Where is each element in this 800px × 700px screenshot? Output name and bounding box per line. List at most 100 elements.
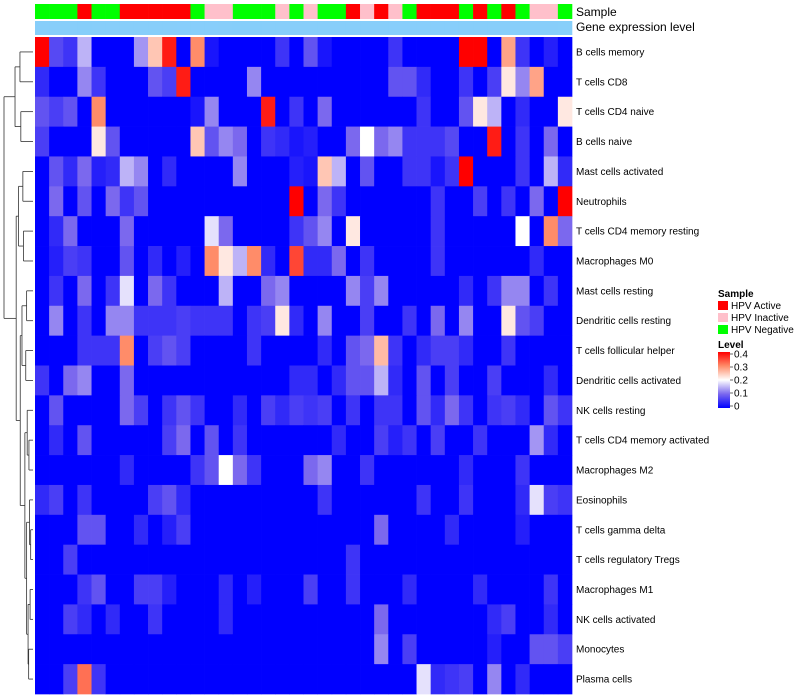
heatmap-cell <box>289 126 304 157</box>
heatmap-cell <box>119 365 135 396</box>
heatmap-cell <box>275 514 290 546</box>
heatmap-cell <box>289 216 304 247</box>
expression-annotation-cell <box>246 21 262 35</box>
heatmap-cell <box>162 574 177 605</box>
level-tick-label: 0.2 <box>734 376 748 387</box>
heatmap-cell <box>218 455 234 486</box>
heatmap-cell <box>374 126 389 157</box>
heatmap-cell <box>487 305 502 336</box>
heatmap-cell <box>289 66 304 98</box>
heatmap-cell <box>430 335 446 366</box>
heatmap-cell <box>487 395 502 426</box>
heatmap-cell <box>148 275 163 307</box>
heatmap-cell <box>119 156 135 187</box>
heatmap-cell <box>204 305 220 336</box>
heatmap-cell <box>77 216 92 247</box>
heatmap-cell <box>289 37 304 68</box>
heatmap-cell <box>515 455 530 486</box>
heatmap-cell <box>303 664 318 695</box>
heatmap-cell <box>374 335 389 366</box>
heatmap-cell <box>473 96 488 127</box>
row-label: T cells CD4 memory activated <box>576 436 709 447</box>
heatmap-cell <box>204 246 220 277</box>
heatmap-cell <box>63 514 78 546</box>
heatmap-cell <box>275 186 290 217</box>
heatmap-cell <box>232 634 248 665</box>
heatmap-cell <box>331 604 347 635</box>
heatmap-cell <box>487 634 502 665</box>
heatmap-cell <box>388 634 403 665</box>
heatmap-cell <box>190 66 205 98</box>
heatmap-cell <box>501 604 516 635</box>
heatmap-cell <box>360 156 375 187</box>
heatmap-cell <box>317 186 333 217</box>
heatmap-cell <box>473 365 488 396</box>
heatmap-cell <box>261 604 276 635</box>
heatmap-cell <box>105 126 121 157</box>
heatmap-cell <box>345 216 361 247</box>
heatmap-cell <box>204 514 220 546</box>
heatmap-cell <box>458 484 474 516</box>
heatmap-cell <box>374 66 389 98</box>
legend-swatch-hpv-active <box>718 301 728 310</box>
heatmap-cell <box>190 246 205 277</box>
heatmap-cell <box>289 365 304 396</box>
sample-annotation-cell <box>133 4 149 19</box>
sample-annotation-cell <box>388 4 403 19</box>
heatmap-cell <box>331 275 347 307</box>
heatmap-cell <box>487 425 502 456</box>
heatmap-cell <box>473 335 488 366</box>
heatmap-cell <box>388 156 403 187</box>
heatmap-cell <box>317 246 333 277</box>
heatmap-cell <box>275 395 290 426</box>
heatmap-cell <box>176 604 191 635</box>
heatmap-cell <box>148 96 163 127</box>
heatmap-cell <box>162 664 177 695</box>
heatmap-cell <box>416 365 432 396</box>
heatmap-cell <box>105 365 121 396</box>
heatmap-cell <box>402 634 417 665</box>
heatmap-cell <box>345 96 361 127</box>
heatmap-cell <box>374 634 389 665</box>
heatmap-cell <box>105 425 121 456</box>
heatmap-cell <box>63 186 78 217</box>
heatmap-cell <box>317 305 333 336</box>
heatmap-cell <box>190 425 205 456</box>
row-label: B cells memory <box>576 47 644 58</box>
heatmap-cell <box>303 574 318 605</box>
heatmap-cell <box>49 634 64 665</box>
heatmap-cell <box>402 484 417 516</box>
heatmap-cell <box>402 216 417 247</box>
heatmap-cell <box>402 455 417 486</box>
level-tick-label: 0.1 <box>734 389 748 400</box>
heatmap-cell <box>63 544 78 575</box>
heatmap-cell <box>35 634 50 665</box>
heatmap-cell <box>529 365 545 396</box>
heatmap-cell <box>529 484 545 516</box>
heatmap-cell <box>402 156 417 187</box>
heatmap-cell <box>430 126 446 157</box>
row-label: Plasma cells <box>576 675 632 686</box>
expression-annotation-cell <box>162 21 177 35</box>
heatmap-cell <box>416 246 432 277</box>
heatmap-cell <box>246 425 262 456</box>
heatmap-cell <box>402 96 417 127</box>
heatmap-cell <box>246 604 262 635</box>
heatmap-cell <box>289 455 304 486</box>
heatmap-cell <box>529 186 545 217</box>
heatmap-cell <box>360 37 375 68</box>
heatmap-cell <box>444 216 460 247</box>
heatmap-cell <box>501 544 516 575</box>
heatmap-cell <box>430 305 446 336</box>
heatmap-cell <box>501 664 516 695</box>
heatmap-cell <box>176 574 191 605</box>
heatmap-cell <box>162 335 177 366</box>
heatmap-cell <box>557 96 573 127</box>
heatmap-cell <box>105 335 121 366</box>
heatmap-cell <box>246 544 262 575</box>
sample-annotation-cell <box>91 4 106 19</box>
heatmap-cell <box>501 186 516 217</box>
heatmap-cell <box>515 305 530 336</box>
heatmap-cell <box>388 186 403 217</box>
heatmap-cell <box>91 37 107 68</box>
